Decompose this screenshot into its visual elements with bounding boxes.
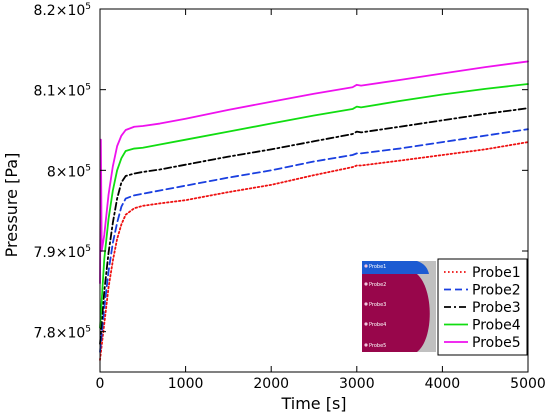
legend-label: Probe5 <box>472 335 521 351</box>
inset-probe-label: Probe5 <box>369 343 386 349</box>
plot-area: 0 1000 2000 3000 4000 5000 7.8×105 7.9×105 8×105… <box>33 2 545 392</box>
x-tick-label: 4000 <box>425 376 461 392</box>
axes-frame <box>99 8 529 373</box>
y-tick-exponent: 5 <box>85 2 91 12</box>
y-tick-exponent: 5 <box>85 163 91 173</box>
y-tick-label: 8.1×105 <box>33 83 91 100</box>
y-axis-label: Pressure [Pa] <box>2 153 21 258</box>
y-tick-exponent: 5 <box>85 244 91 254</box>
series-line-probe4 <box>99 83 529 329</box>
series-line-probe5 <box>99 60 529 285</box>
y-tick-label: 7.8×105 <box>33 325 91 342</box>
inset-probe-dot <box>364 302 368 306</box>
inset-probe-label: Probe3 <box>369 302 386 308</box>
x-tick-label: 1000 <box>168 376 204 392</box>
inset-probe-dot <box>364 264 368 268</box>
inset-probe-label: Probe1 <box>369 264 386 270</box>
inset-vessel-cap <box>362 261 429 274</box>
y-tick-exponent: 5 <box>85 325 91 335</box>
legend-label: Probe4 <box>472 318 521 334</box>
inset-probe-dot <box>364 322 368 326</box>
y-tick-label: 8×105 <box>47 163 91 180</box>
y-tick-label: 8.2×105 <box>33 2 91 19</box>
x-tick-label: 5000 <box>510 376 546 392</box>
series-line-probe1 <box>99 141 529 361</box>
legend-label: Probe1 <box>472 265 521 281</box>
legend-label: Probe3 <box>472 300 521 316</box>
legend-label: Probe2 <box>472 283 521 299</box>
x-tick-label: 2000 <box>253 376 289 392</box>
inset-probe-label: Probe4 <box>369 322 386 328</box>
x-tick-label: 3000 <box>339 376 375 392</box>
y-tick-label: 7.9×105 <box>33 244 91 261</box>
inset-probe-label: Probe2 <box>369 282 386 288</box>
legend-box <box>437 258 528 356</box>
x-axis-label: Time [s] <box>280 394 346 413</box>
series-line-probe2 <box>99 128 529 353</box>
inset-probe-dot <box>364 282 368 286</box>
inset-vessel-body <box>362 274 430 352</box>
y-tick-exponent: 5 <box>85 83 91 93</box>
x-tick-label: 0 <box>96 376 105 392</box>
inset-probe-dot <box>364 343 368 347</box>
inset-geometry-image: Probe1 Probe2 Probe3 Probe4 Probe5 <box>362 261 436 352</box>
series-line-probe3 <box>99 107 529 345</box>
